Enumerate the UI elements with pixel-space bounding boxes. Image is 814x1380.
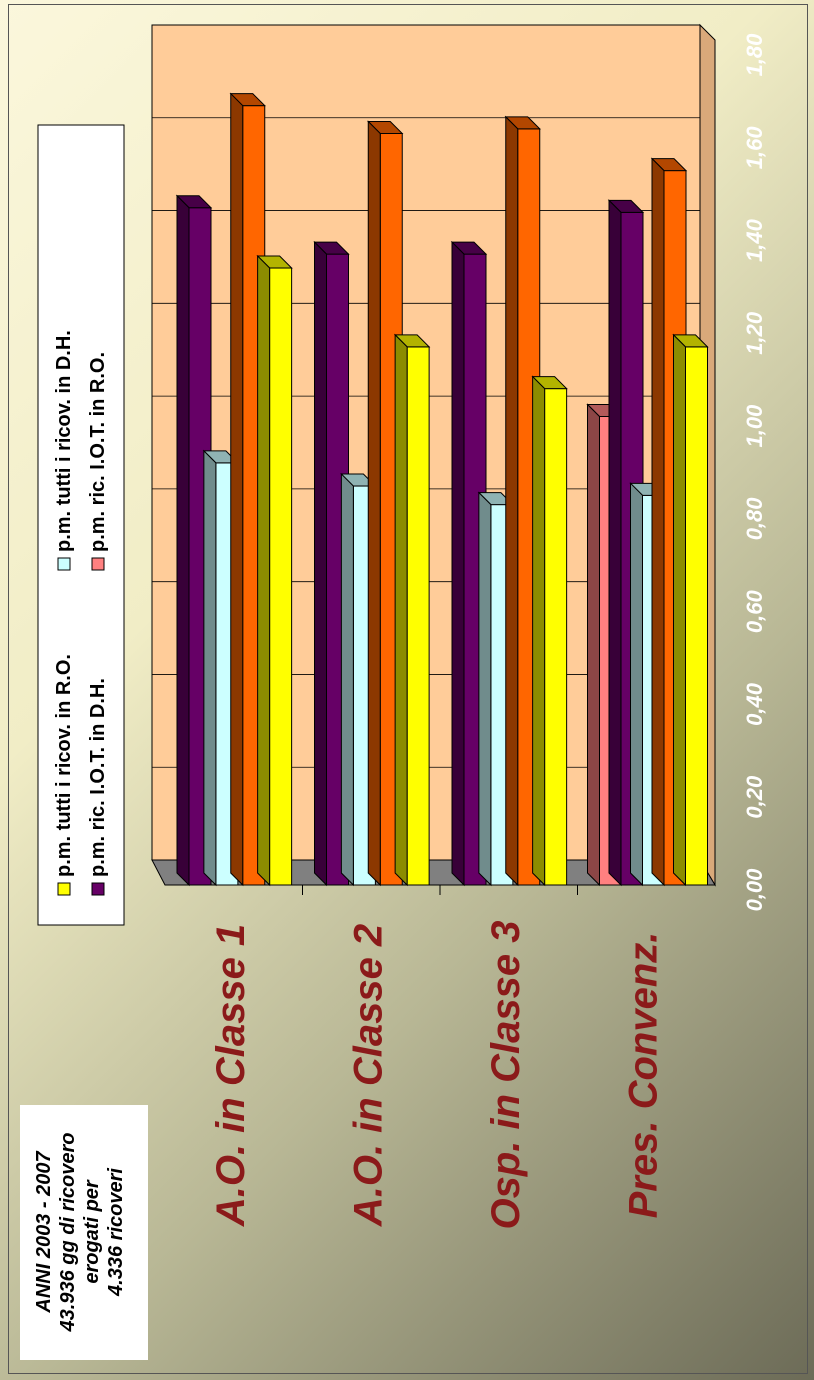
chart-legend: p.m. tutti i ricov. in R.O. p.m. tutti i … bbox=[37, 124, 125, 926]
info-note: ANNI 2003 - 2007 43.936 gg di ricovero e… bbox=[20, 1105, 148, 1360]
category-label: A.O. in Classe 1 bbox=[209, 924, 253, 1227]
bar-0-1 bbox=[175, 194, 213, 887]
note-line-4: 4.336 ricoveri bbox=[105, 1168, 127, 1297]
legend-swatch bbox=[57, 882, 71, 896]
legend-swatch bbox=[57, 557, 71, 571]
value-axis-ticks: 0,00 0,20 0,40 0,60 0,80 1,00 1,20 1,40 1,60 1,80 bbox=[742, 33, 767, 912]
value-tick-label: 1,00 bbox=[742, 404, 767, 448]
legend-label: p.m. ric. I.O.T. in D.H. bbox=[87, 678, 109, 877]
value-tick-label: 1,60 bbox=[742, 126, 767, 170]
legend-swatch bbox=[91, 557, 105, 571]
value-tick-label: 0,00 bbox=[742, 868, 767, 912]
bar-3-4 bbox=[672, 333, 709, 887]
category-label: Pres. Convenz. bbox=[621, 932, 665, 1219]
legend-label: p.m. tutti i ricov. in D.H. bbox=[53, 330, 75, 552]
value-tick-label: 0,60 bbox=[742, 589, 767, 633]
legend-item: p.m. tutti i ricov. in D.H. bbox=[53, 330, 75, 571]
value-tick-label: 1,20 bbox=[742, 311, 767, 355]
value-tick-label: 0,80 bbox=[742, 497, 767, 541]
legend-label: p.m. ric. I.O.T. in R.O. bbox=[87, 352, 109, 552]
value-tick-label: 1,40 bbox=[742, 218, 767, 262]
note-line-2: 43.936 gg di ricovero bbox=[57, 1133, 79, 1333]
legend-item: p.m. ric. I.O.T. in D.H. bbox=[87, 678, 109, 896]
note-line-3: erogati per bbox=[81, 1179, 103, 1284]
category-label: A.O. in Classe 2 bbox=[346, 924, 390, 1227]
chart-bars bbox=[175, 92, 709, 887]
bar-0-4 bbox=[256, 254, 293, 887]
bar-1-4 bbox=[393, 333, 431, 887]
value-tick-label: 0,20 bbox=[742, 775, 767, 819]
legend-label: p.m. tutti i ricov. in R.O. bbox=[53, 654, 75, 877]
bar-2-4 bbox=[531, 375, 568, 887]
legend-item: p.m. tutti i ricov. in R.O. bbox=[53, 654, 75, 896]
value-tick-label: 0,40 bbox=[742, 682, 767, 726]
legend-swatch bbox=[91, 882, 105, 896]
category-label: Osp. in Classe 3 bbox=[484, 920, 528, 1229]
value-tick-label: 1,80 bbox=[742, 33, 767, 77]
category-axis: A.O. in Classe 1 A.O. in Classe 2 Osp. in … bbox=[165, 884, 715, 1230]
chart-frame bbox=[8, 4, 808, 1374]
note-line-1: ANNI 2003 - 2007 bbox=[33, 1151, 55, 1314]
legend-item: p.m. ric. I.O.T. in R.O. bbox=[87, 352, 109, 571]
